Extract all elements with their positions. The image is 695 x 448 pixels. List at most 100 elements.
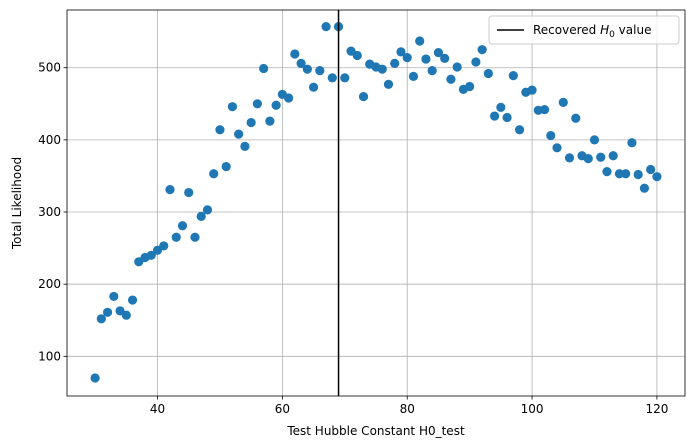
x-tick-label: 120 [645, 402, 668, 416]
data-point [246, 117, 256, 128]
data-point [165, 185, 175, 195]
data-point [109, 291, 119, 302]
data-point [296, 58, 306, 68]
data-point [321, 21, 331, 32]
x-tick-label: 60 [275, 402, 290, 416]
data-point [639, 183, 650, 193]
data-point [552, 143, 562, 153]
data-point [490, 111, 500, 121]
data-point [240, 141, 250, 151]
x-tick-label: 40 [150, 402, 165, 416]
data-point [358, 91, 369, 102]
data-point [514, 125, 525, 135]
data-point [596, 152, 606, 162]
data-point [196, 211, 206, 221]
data-point [539, 104, 550, 115]
data-point [221, 161, 231, 172]
legend-label: Recovered H0 value [533, 23, 651, 40]
data-point [396, 47, 406, 57]
legend-label-prefix: Recovered [533, 23, 600, 37]
data-point [465, 81, 475, 92]
data-point [415, 36, 425, 46]
data-point [383, 79, 394, 89]
data-point [483, 68, 493, 79]
data-point [440, 53, 450, 63]
data-point [352, 50, 362, 61]
data-point [602, 167, 612, 177]
data-point [159, 241, 169, 251]
y-axis-ticks: 100 200 300 400 500 [38, 61, 67, 363]
data-point [234, 129, 244, 139]
data-point [621, 169, 631, 179]
data-point [477, 45, 487, 55]
data-points [90, 21, 662, 383]
data-point [227, 102, 238, 112]
data-point [265, 116, 275, 126]
data-point [146, 250, 156, 260]
data-point [508, 71, 518, 81]
y-tick-label: 100 [38, 349, 61, 363]
data-point [646, 164, 656, 175]
data-point [527, 85, 537, 95]
legend-label-subscript: 0 [609, 30, 615, 40]
data-point [433, 47, 444, 58]
data-point [471, 57, 481, 67]
data-point [121, 310, 131, 320]
data-point [402, 53, 412, 63]
data-point [652, 172, 662, 182]
data-point [633, 169, 643, 180]
data-point [252, 99, 262, 109]
data-point [558, 97, 568, 107]
data-point [340, 73, 350, 83]
data-point [571, 113, 581, 123]
data-point [127, 295, 138, 305]
data-point [315, 66, 325, 76]
data-point [502, 112, 512, 123]
data-point [589, 135, 600, 145]
legend-box [488, 15, 680, 45]
data-point [177, 221, 188, 231]
x-tick-label: 80 [400, 402, 415, 416]
data-point [184, 187, 194, 198]
data-point [190, 232, 200, 242]
data-point [171, 232, 181, 242]
x-axis-label: Test Hubble Constant H0_test [286, 424, 465, 438]
legend-label-suffix: value [615, 23, 652, 37]
data-point [284, 93, 294, 103]
data-point [564, 153, 575, 163]
data-point [421, 54, 431, 64]
grid-lines [67, 10, 685, 396]
data-point [427, 66, 437, 76]
data-point [90, 373, 100, 383]
plot-frame [66, 9, 686, 397]
y-tick-label: 400 [38, 133, 61, 147]
data-point [446, 74, 456, 84]
data-point [583, 154, 593, 164]
legend-label-symbol: H [600, 23, 609, 37]
data-point [290, 49, 300, 59]
data-point [96, 314, 106, 324]
data-point [377, 64, 387, 74]
data-point [390, 58, 400, 68]
y-tick-label: 200 [38, 277, 61, 291]
data-point [496, 102, 506, 113]
data-point [608, 151, 618, 161]
data-point [259, 63, 269, 74]
y-axis-label: Total Likelihood [10, 157, 24, 250]
data-point [209, 169, 219, 179]
x-axis-ticks: 40 60 80 100 120 [150, 396, 668, 416]
data-point [308, 82, 319, 92]
data-point [408, 71, 419, 81]
data-point [215, 125, 225, 135]
data-point [327, 73, 337, 83]
data-point [627, 138, 637, 148]
legend: Recovered H0 value [488, 15, 680, 45]
y-tick-label: 300 [38, 205, 61, 219]
data-point [271, 100, 281, 110]
data-point [102, 307, 113, 317]
data-point [202, 205, 213, 215]
y-tick-label: 500 [38, 61, 61, 75]
data-point [302, 64, 312, 74]
data-point [452, 62, 462, 72]
